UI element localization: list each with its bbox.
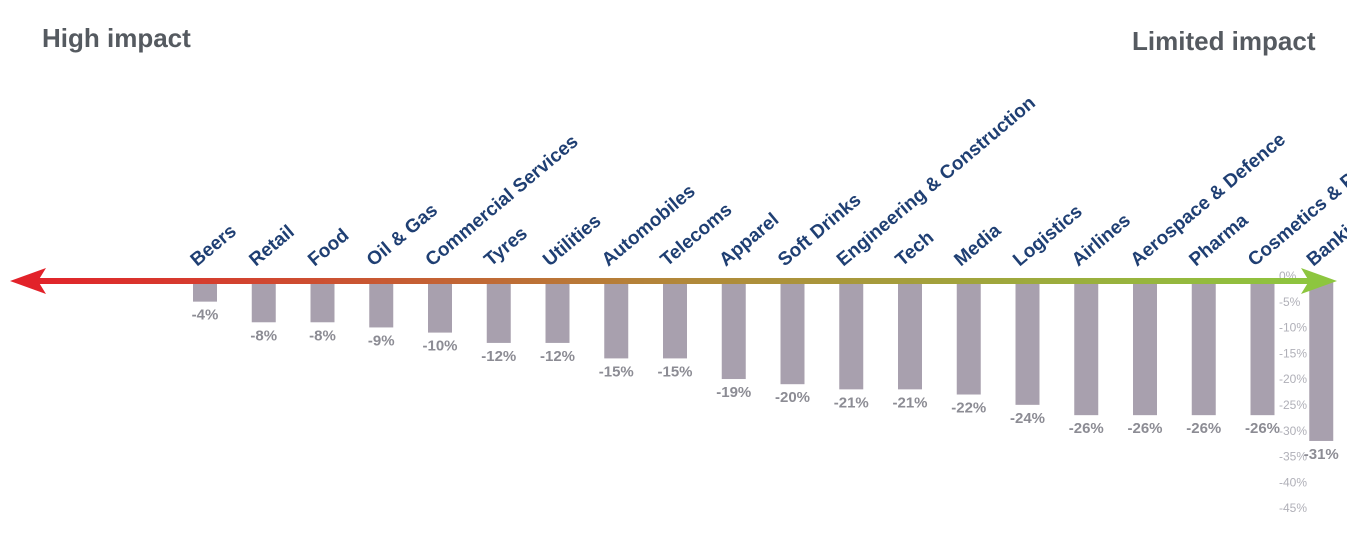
- value-label: -4%: [192, 307, 219, 324]
- category-label: Media: [950, 220, 1005, 271]
- value-label: -10%: [422, 338, 457, 355]
- bar: [1074, 281, 1099, 416]
- category-label: Beers: [187, 221, 241, 271]
- bar: [251, 281, 276, 323]
- arrow-head-right: [10, 268, 46, 294]
- y-tick-label: -30%: [1279, 424, 1307, 438]
- y-tick-label: -15%: [1279, 346, 1307, 360]
- bar: [193, 281, 217, 302]
- value-label: -12%: [540, 348, 575, 365]
- bar: [898, 281, 922, 390]
- value-label: -20%: [775, 389, 810, 406]
- y-tick-label: -25%: [1279, 398, 1307, 412]
- bar: [604, 281, 629, 359]
- bar: [545, 281, 570, 343]
- y-tick-label: -10%: [1279, 321, 1307, 335]
- category-label: Food: [304, 225, 353, 271]
- limited-impact-label: Limited impact: [1132, 26, 1316, 56]
- arrow-shaft: [27, 278, 1317, 284]
- arrow-head-left: [1301, 268, 1337, 294]
- bar: [1309, 281, 1334, 441]
- value-label: -26%: [1245, 420, 1280, 437]
- bar: [310, 281, 335, 323]
- bar: [1133, 281, 1157, 416]
- bar: [369, 281, 394, 328]
- value-label: -15%: [657, 363, 692, 380]
- value-labels: -4% -8% -8% -9% -10% -12% -12% -15% -15% -19% -20%…: [192, 307, 1339, 463]
- bar: [780, 281, 805, 385]
- corner-labels: Limited impact High impact: [42, 23, 1316, 56]
- y-tick-label: -45%: [1279, 501, 1307, 515]
- value-label: -19%: [716, 384, 751, 401]
- value-label: -8%: [250, 327, 277, 344]
- bar: [839, 281, 864, 390]
- value-label: -9%: [368, 332, 395, 349]
- bar: [1015, 281, 1040, 405]
- y-tick-label: -35%: [1279, 450, 1307, 464]
- value-label: -26%: [1069, 420, 1104, 437]
- category-label: Utilities: [539, 211, 605, 271]
- value-label: -26%: [1186, 420, 1221, 437]
- bars: [193, 281, 1334, 441]
- y-axis: 0%-5%-10%-15%-20%-25%-30%-35%-40%-45%: [1279, 269, 1307, 515]
- y-tick-label: -5%: [1279, 295, 1301, 309]
- value-label: -12%: [481, 348, 516, 365]
- category-label: Tyres: [480, 223, 531, 271]
- y-tick-label: -40%: [1279, 475, 1307, 489]
- value-label: -22%: [951, 400, 986, 417]
- bar: [428, 281, 452, 333]
- y-tick-label: -20%: [1279, 372, 1307, 386]
- impact-arrow: [10, 268, 1337, 294]
- category-label: Retail: [245, 221, 298, 270]
- value-label: -21%: [892, 394, 927, 411]
- value-label: -31%: [1304, 446, 1339, 463]
- bar: [486, 281, 511, 343]
- value-label: -24%: [1010, 410, 1045, 427]
- category-label: Tech: [892, 227, 938, 271]
- value-label: -15%: [599, 363, 634, 380]
- bar: [721, 281, 746, 380]
- bar: [956, 281, 981, 395]
- value-label: -26%: [1127, 420, 1162, 437]
- value-label: -21%: [834, 394, 869, 411]
- value-label: -8%: [309, 327, 336, 344]
- high-impact-label: High impact: [42, 23, 191, 53]
- bar: [1191, 281, 1216, 416]
- bar: [663, 281, 687, 359]
- bar: [1250, 281, 1275, 416]
